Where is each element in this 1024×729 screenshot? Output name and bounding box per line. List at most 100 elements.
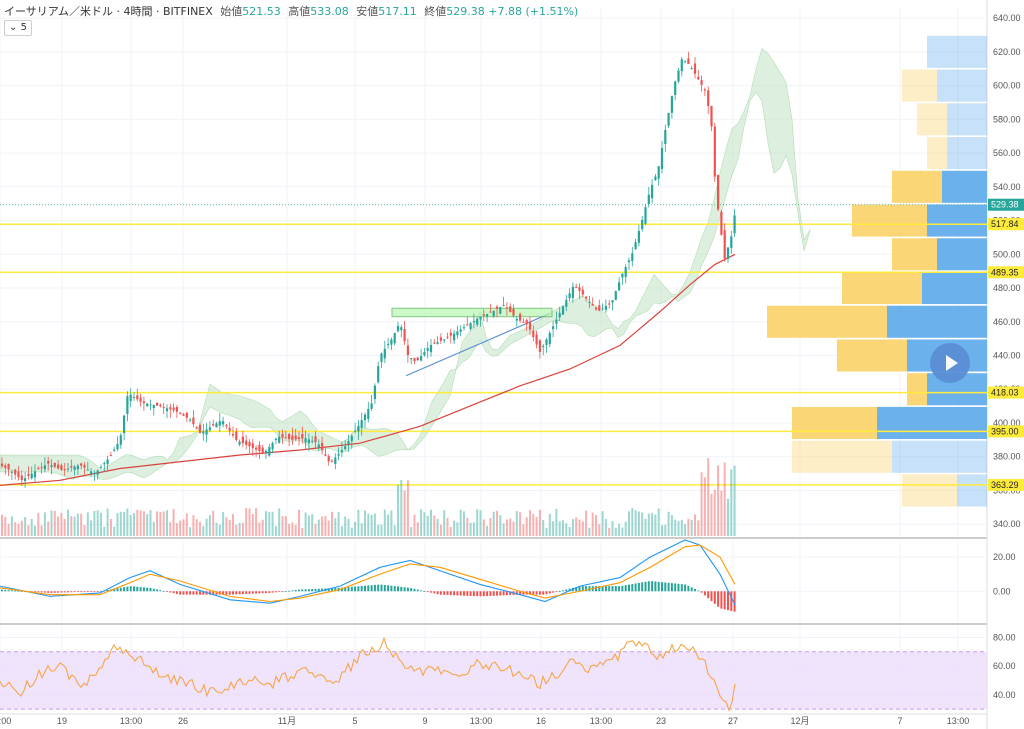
- candle-body: [390, 339, 393, 345]
- macd-histogram-bar: [631, 584, 634, 592]
- macd-line: [0, 539, 736, 606]
- candle-body: [393, 332, 396, 344]
- volume-bar: [505, 519, 508, 536]
- price-level-tag: [988, 266, 1024, 279]
- interval-button[interactable]: ⌄ 5: [4, 20, 32, 36]
- candle-body: [304, 438, 307, 443]
- macd-histogram-bar: [578, 586, 581, 592]
- volume-bar: [331, 511, 333, 536]
- candle-body: [86, 469, 89, 471]
- candle-body: [608, 303, 611, 305]
- volume-bar: [103, 526, 106, 536]
- volume-profile-buy: [947, 103, 987, 136]
- volume-bar: [261, 519, 264, 536]
- volume-bar: [707, 458, 710, 536]
- volume-bar: [390, 510, 393, 536]
- x-tick-label: 13:00: [470, 716, 493, 726]
- volume-bar: [70, 516, 73, 536]
- high-value: 533.08: [310, 5, 349, 18]
- volume-bar: [60, 512, 63, 536]
- macd-histogram-bar: [598, 586, 601, 592]
- volume-profile-buy: [937, 69, 987, 102]
- volume-bar: [575, 517, 578, 536]
- macd-histogram-bar: [370, 585, 373, 592]
- volume-bar: [76, 513, 79, 536]
- macd-histogram-bar: [169, 591, 172, 593]
- volume-bar: [463, 511, 465, 536]
- macd-histogram-bar: [251, 591, 254, 594]
- macd-histogram-bar: [63, 591, 66, 593]
- macd-histogram-bar: [608, 586, 611, 592]
- volume-bar: [423, 512, 426, 536]
- y-tick-label: 500.00: [993, 249, 1021, 259]
- candle-body: [258, 444, 261, 452]
- candle-body: [126, 396, 129, 414]
- macd-histogram-bar: [611, 586, 614, 592]
- candle-body: [103, 463, 106, 465]
- symbol-title: イーサリアム／米ドル · 4時間 · BITFINEX: [4, 5, 213, 18]
- candle-body: [185, 412, 188, 418]
- macd-histogram-bar: [123, 587, 126, 592]
- candle-body: [495, 306, 499, 309]
- candle-body: [116, 444, 119, 450]
- candle-body: [396, 325, 400, 332]
- candle-body: [57, 464, 60, 469]
- candle-body: [202, 431, 205, 434]
- volume-bar: [271, 511, 274, 536]
- macd-histogram-bar: [595, 586, 597, 592]
- macd-histogram-bar: [730, 591, 733, 611]
- volume-bar: [334, 518, 337, 536]
- candle-body: [327, 456, 330, 462]
- volume-bar: [403, 490, 406, 536]
- candle-body: [611, 300, 614, 303]
- macd-histogram-bar: [637, 582, 640, 592]
- candle-body: [670, 96, 673, 113]
- volume-bar: [496, 510, 498, 536]
- macd-histogram-bar: [86, 591, 89, 593]
- volume-profile-sell: [792, 440, 892, 473]
- candle-body: [314, 436, 317, 443]
- volume-bar: [228, 519, 231, 536]
- candle-body: [268, 446, 271, 456]
- candle-body: [106, 459, 109, 465]
- macd-histogram-bar: [159, 590, 162, 592]
- candle-body: [423, 352, 426, 356]
- candle-body: [367, 408, 370, 420]
- macd-histogram-bar: [482, 591, 485, 597]
- macd-histogram-bar: [647, 581, 650, 592]
- volume-bar: [420, 509, 423, 536]
- volume-profile-sell: [792, 406, 877, 440]
- macd-histogram-bar: [321, 588, 324, 592]
- macd-histogram-bar: [43, 591, 46, 593]
- volume-bar: [142, 511, 145, 536]
- volume-bar: [1, 514, 3, 536]
- moving-average-line: [0, 253, 736, 486]
- volume-bar: [225, 517, 228, 536]
- play-icon[interactable]: [930, 343, 970, 383]
- macd-histogram-bar: [311, 589, 314, 592]
- volume-bar: [502, 523, 505, 536]
- macd-histogram-bar: [413, 588, 416, 592]
- y-tick-label: 480.00: [993, 283, 1021, 293]
- macd-histogram-bar: [664, 582, 667, 592]
- volume-bar: [426, 515, 429, 536]
- volume-bar: [568, 527, 571, 536]
- macd-histogram-bar: [618, 586, 621, 592]
- candle-body: [618, 282, 621, 291]
- macd-histogram-bar: [486, 591, 489, 597]
- candle-body: [330, 460, 334, 462]
- y-tick-label: 60.00: [993, 661, 1016, 671]
- last-price-tag: [988, 198, 1024, 211]
- candle-body: [350, 436, 353, 442]
- candle-body: [66, 468, 70, 470]
- candle-body: [218, 421, 221, 426]
- signal-line: [0, 544, 736, 603]
- volume-profile-buy: [937, 238, 987, 271]
- close-label: 終値: [424, 5, 447, 18]
- volume-bar: [723, 462, 726, 536]
- candle-body: [717, 174, 720, 210]
- macd-histogram-bar: [720, 591, 723, 609]
- candle-body: [192, 417, 195, 425]
- volume-bar: [380, 524, 383, 536]
